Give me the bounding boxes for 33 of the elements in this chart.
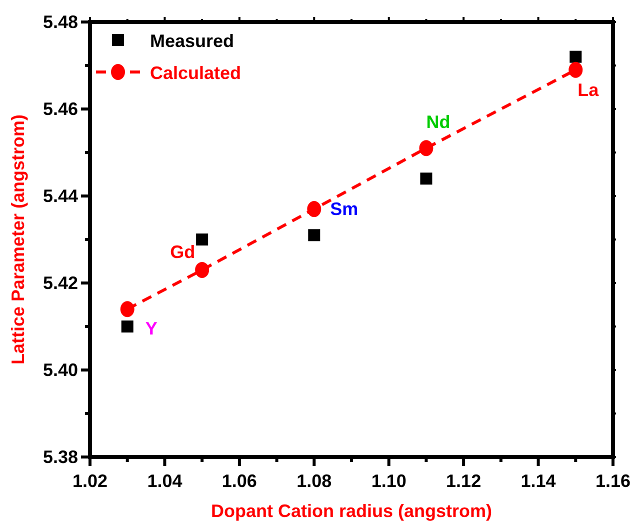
annotation: Y (145, 318, 158, 338)
x-tick-label: 1.16 (595, 471, 631, 491)
x-tick-label: 1.02 (72, 471, 108, 491)
point (568, 62, 583, 78)
y-tick-label: 5.42 (42, 273, 78, 293)
point (308, 229, 320, 242)
y-tick-label: 5.44 (42, 186, 78, 206)
legend-label: Calculated (150, 63, 242, 83)
point (121, 320, 134, 332)
x-tick-label: 1.10 (371, 471, 406, 491)
y-tick-label: 5.48 (42, 12, 78, 32)
y-tick-label: 5.40 (42, 360, 78, 380)
annotation: La (578, 80, 600, 100)
x-axis-title: Dopant Cation radius (angstrom) (210, 501, 492, 521)
x-tick-label: 1.12 (446, 471, 482, 491)
point (196, 234, 208, 246)
y-tick-label: 5.46 (42, 99, 78, 119)
annotation: Gd (170, 242, 196, 262)
point (307, 201, 322, 218)
y-tick-label: 5.38 (42, 447, 78, 467)
point (420, 172, 432, 185)
x-tick-label: 1.08 (296, 471, 332, 491)
point (120, 301, 134, 318)
x-tick-label: 1.06 (222, 471, 257, 491)
y-axis-title: Lattice Parameter (angstrom) (8, 114, 28, 365)
x-tick-label: 1.14 (520, 471, 556, 491)
x-tick-label: 1.04 (147, 471, 182, 491)
point (419, 140, 434, 156)
annotation: Nd (426, 112, 450, 132)
legend-label: Measured (150, 31, 234, 51)
annotation: Sm (330, 199, 358, 220)
point (570, 50, 582, 63)
point (195, 262, 210, 278)
